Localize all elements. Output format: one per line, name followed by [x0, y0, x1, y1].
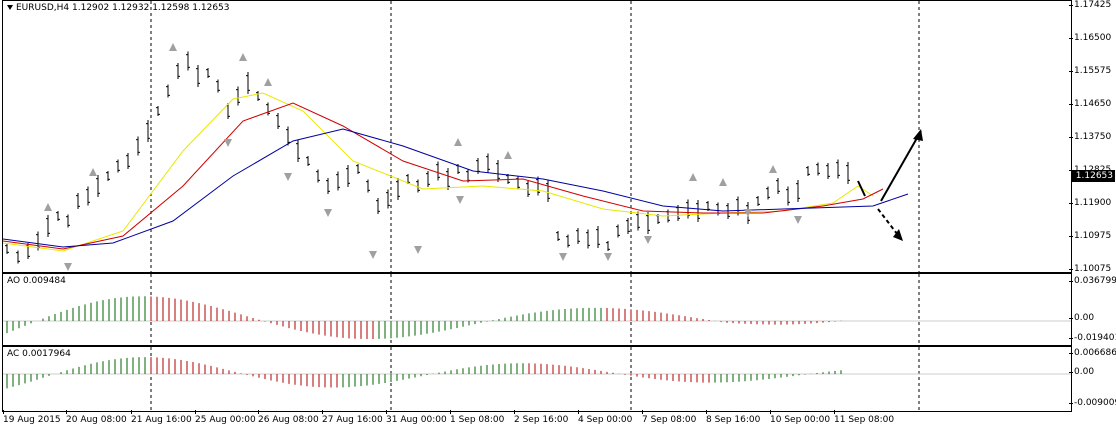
price-chart-pane[interactable]: EURUSD,H4 1.12902 1.12932 1.12598 1.1265… [2, 0, 1072, 273]
price-tick: 1.14650 [1068, 99, 1112, 109]
price-tick: 1.11900 [1068, 198, 1112, 208]
open-price: 1.12902 [72, 3, 110, 13]
high-price: 1.12932 [112, 3, 150, 13]
fractal-up-marker [44, 203, 52, 211]
fractal-up-marker [169, 43, 177, 51]
alligator-jaw-line [3, 128, 909, 248]
price-tick: 1.13750 [1068, 132, 1112, 142]
fractal-down-marker [369, 251, 377, 259]
fractal-up-marker [454, 138, 462, 146]
fractal-down-marker [284, 173, 292, 181]
fractal-up-marker [719, 178, 727, 186]
fractal-up-marker [504, 151, 512, 159]
time-tick: 21 Aug 16:00 [131, 410, 192, 425]
ac-label: AC 0.0017964 [7, 349, 71, 359]
fractal-up-marker [769, 165, 777, 173]
low-price: 1.12598 [152, 3, 190, 13]
price-tick: 1.15575 [1068, 66, 1112, 76]
ac-tick: -0.009009 [1068, 398, 1116, 408]
close-price: 1.12653 [192, 3, 230, 13]
ao-indicator-pane[interactable]: AO 0.009484 [2, 273, 1072, 346]
fractal-down-marker [559, 253, 567, 261]
forecast-arrowhead-up [913, 129, 923, 141]
fractal-up-marker [239, 53, 247, 61]
time-tick: 2 Sep 16:00 [514, 410, 569, 425]
ac-tick: 0.00 [1068, 367, 1095, 377]
time-tick: 4 Sep 00:00 [578, 410, 633, 425]
fractal-down-marker [456, 196, 464, 204]
fractal-down-marker [744, 209, 752, 217]
time-tick: 26 Aug 08:00 [258, 410, 319, 425]
alligator-teeth-line [3, 102, 884, 250]
symbol-label: EURUSD,H4 [16, 3, 70, 13]
ac-tick: 0.006686 [1069, 348, 1116, 358]
fractal-down-marker [324, 209, 332, 217]
fractal-down-marker [604, 253, 612, 261]
ac-indicator-pane[interactable]: AC 0.0017964 [2, 346, 1072, 412]
price-tick: 1.17425 [1068, 0, 1112, 10]
time-tick: 31 Aug 00:00 [386, 410, 447, 425]
fractal-down-marker [644, 236, 652, 244]
current-price-badge: 1.12653 [1071, 170, 1115, 182]
time-tick: 1 Sep 08:00 [450, 410, 505, 425]
time-tick: 20 Aug 08:00 [66, 410, 127, 425]
time-tick: 11 Sep 08:00 [834, 410, 895, 425]
menu-triangle-icon[interactable] [7, 5, 13, 10]
time-tick: 27 Aug 16:00 [322, 410, 383, 425]
fractal-up-marker [264, 78, 272, 86]
time-tick: 25 Aug 00:00 [195, 410, 256, 425]
fractal-down-marker [794, 216, 802, 224]
ao-label: AO 0.009484 [7, 276, 66, 286]
symbol-header: EURUSD,H4 1.12902 1.12932 1.12598 1.1265… [7, 3, 230, 13]
time-tick: 8 Sep 16:00 [706, 410, 761, 425]
forecast-arrow-up [880, 130, 922, 202]
price-chart-canvas[interactable] [3, 1, 1071, 272]
forecast-arrow-short [857, 180, 866, 197]
fractal-down-marker [414, 246, 422, 254]
fractal-up-marker [689, 173, 697, 181]
ao-tick: 0.036799 [1069, 276, 1116, 286]
ao-tick: 0.00 [1068, 313, 1095, 323]
time-tick: 19 Aug 2015 [3, 410, 61, 425]
time-axis: 19 Aug 2015 20 Aug 08:00 21 Aug 16:00 25… [0, 410, 1116, 430]
time-tick: 10 Sep 00:00 [770, 410, 831, 425]
price-tick: 1.10075 [1068, 264, 1112, 274]
ac-histogram [3, 347, 1071, 411]
ao-histogram [3, 274, 1071, 345]
price-tick: 1.10975 [1068, 231, 1112, 241]
time-tick: 7 Sep 08:00 [642, 410, 697, 425]
forecast-arrowhead-down [893, 229, 903, 241]
fractal-down-marker [64, 263, 72, 271]
fractal-down-marker [224, 139, 232, 147]
ao-tick: -0.019401 [1068, 333, 1116, 343]
price-tick: 1.16500 [1068, 33, 1112, 43]
fractal-up-marker [89, 168, 97, 176]
